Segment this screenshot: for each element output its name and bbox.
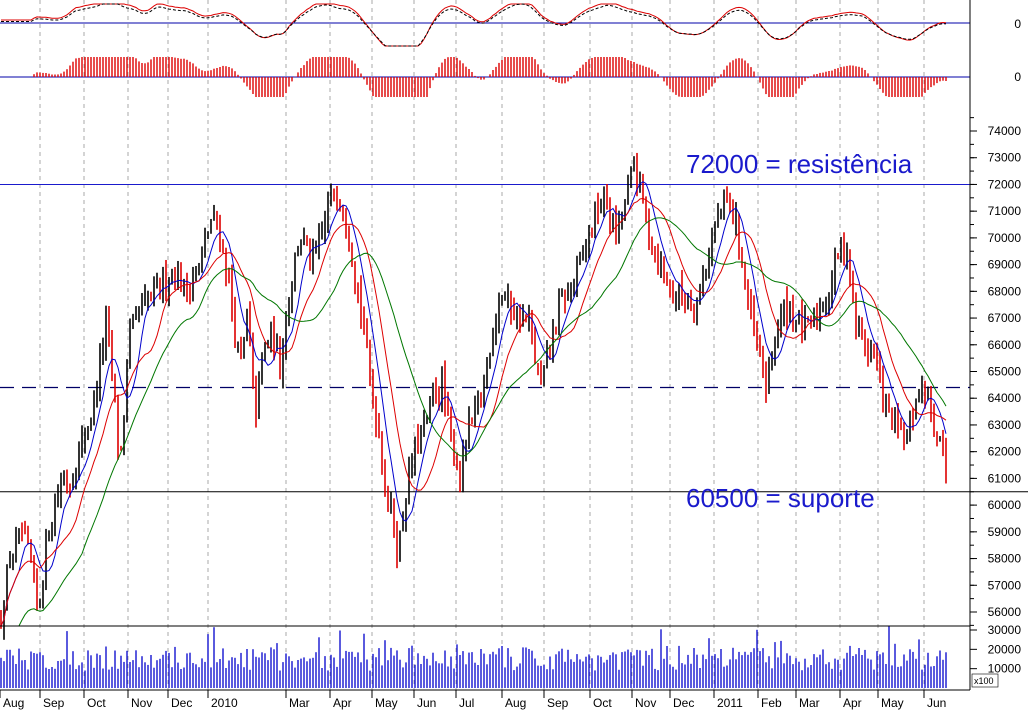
y-tick-label: 64000 (988, 391, 1022, 405)
volume-tick-label: 20000 (988, 642, 1022, 656)
y-tick-label: 65000 (988, 365, 1022, 379)
volume-unit-label: x100 (974, 676, 994, 686)
volume-unit-box (971, 673, 999, 688)
month-label: Jun (417, 696, 436, 710)
month-label: Jun (927, 696, 946, 710)
y-tick-label: 68000 (988, 284, 1022, 298)
month-label: Sep (547, 696, 569, 710)
month-gridlines (39, 0, 925, 690)
month-label: Oct (593, 696, 612, 710)
month-label: Nov (635, 696, 656, 710)
volume-tick-label: 30000 (988, 623, 1022, 637)
y-tick-label: 74000 (988, 124, 1022, 138)
y-tick-label: 59000 (988, 525, 1022, 539)
moving-average-line (1, 217, 947, 627)
histogram-zero-label: 0 (1014, 70, 1021, 84)
volume-panel: 10000 20000 30000 x100 (0, 623, 1022, 688)
moving-average-line (0, 197, 947, 627)
y-tick-label: 62000 (988, 445, 1022, 459)
price-panel (0, 152, 1028, 640)
month-label: Apr (843, 696, 862, 710)
y-tick-label: 60000 (988, 498, 1022, 512)
y-tick-label: 56000 (988, 605, 1022, 619)
month-label: 2010 (211, 696, 238, 710)
y-tick-label: 61000 (988, 471, 1022, 485)
y-tick-label: 69000 (988, 258, 1022, 272)
month-label: Sep (43, 696, 65, 710)
month-label: 2011 (717, 696, 743, 710)
month-label: Mar (289, 696, 310, 710)
y-tick-label: 57000 (988, 578, 1022, 592)
volume-tick-label: 10000 (988, 662, 1022, 676)
y-tick-label: 63000 (988, 418, 1022, 432)
month-label: Aug (505, 696, 526, 710)
moving-average-line (0, 181, 947, 627)
month-label: Oct (87, 696, 106, 710)
month-label: Jul (459, 696, 474, 710)
y-tick-label: 58000 (988, 552, 1022, 566)
y-tick-label: 72000 (988, 177, 1022, 191)
oscillator-line (1, 3, 947, 47)
month-label: Aug (3, 696, 24, 710)
y-tick-label: 66000 (988, 338, 1022, 352)
oscillator-panel: 00 (0, 3, 1021, 97)
month-label: Apr (333, 696, 352, 710)
month-label: Dec (673, 696, 694, 710)
support-label: 60500 = suporte (686, 483, 875, 513)
month-label: Dec (171, 696, 192, 710)
month-label: Mar (799, 696, 820, 710)
month-label: May (881, 696, 904, 710)
oscillator-signal-line (1, 3, 947, 47)
month-label: Feb (761, 696, 782, 710)
oscillator-zero-label: 0 (1014, 17, 1021, 31)
month-label: May (375, 696, 398, 710)
y-tick-label: 73000 (988, 151, 1022, 165)
y-tick-label: 67000 (988, 311, 1022, 325)
month-label: Nov (131, 696, 152, 710)
y-tick-label: 71000 (988, 204, 1022, 218)
resistance-label: 72000 = resistência (686, 149, 913, 179)
y-tick-label: 70000 (988, 231, 1022, 245)
